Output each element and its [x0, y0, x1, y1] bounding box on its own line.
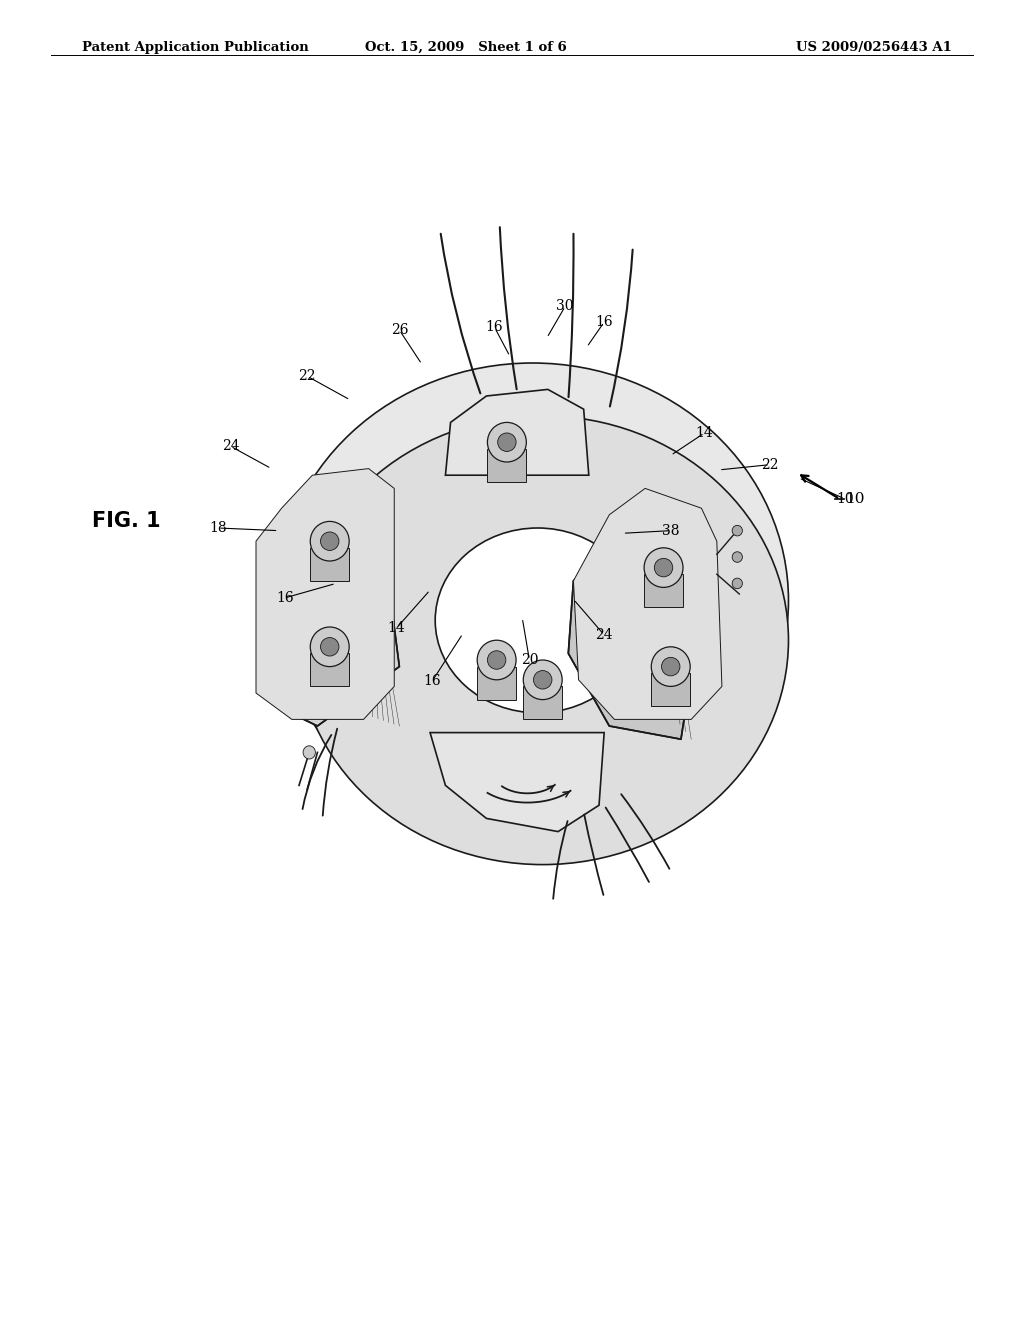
- Text: 16: 16: [423, 675, 441, 688]
- Text: 14: 14: [695, 426, 714, 440]
- Text: 16: 16: [595, 315, 613, 329]
- Ellipse shape: [276, 363, 788, 838]
- Polygon shape: [266, 475, 399, 726]
- Ellipse shape: [644, 548, 683, 587]
- FancyBboxPatch shape: [310, 653, 349, 686]
- Text: 20: 20: [520, 653, 539, 667]
- Ellipse shape: [487, 651, 506, 669]
- Ellipse shape: [487, 422, 526, 462]
- Ellipse shape: [297, 416, 788, 865]
- Text: 16: 16: [485, 321, 504, 334]
- Ellipse shape: [310, 627, 349, 667]
- Text: Oct. 15, 2009   Sheet 1 of 6: Oct. 15, 2009 Sheet 1 of 6: [365, 41, 567, 54]
- Ellipse shape: [732, 552, 742, 562]
- Ellipse shape: [523, 660, 562, 700]
- FancyBboxPatch shape: [477, 667, 516, 700]
- Text: US 2009/0256443 A1: US 2009/0256443 A1: [797, 41, 952, 54]
- Ellipse shape: [321, 532, 339, 550]
- Ellipse shape: [310, 521, 349, 561]
- Text: 14: 14: [387, 622, 406, 635]
- Ellipse shape: [651, 647, 690, 686]
- Ellipse shape: [732, 578, 742, 589]
- Polygon shape: [430, 733, 604, 832]
- Ellipse shape: [534, 671, 552, 689]
- Text: 10: 10: [845, 492, 864, 506]
- FancyBboxPatch shape: [310, 548, 349, 581]
- Polygon shape: [445, 389, 589, 475]
- Text: 24: 24: [595, 628, 613, 642]
- Text: 10: 10: [836, 492, 854, 506]
- Ellipse shape: [498, 433, 516, 451]
- Text: 18: 18: [209, 521, 227, 535]
- Ellipse shape: [435, 528, 640, 713]
- Ellipse shape: [303, 746, 315, 759]
- Text: 30: 30: [556, 300, 574, 313]
- Text: 22: 22: [761, 458, 779, 471]
- FancyBboxPatch shape: [644, 574, 683, 607]
- Ellipse shape: [654, 558, 673, 577]
- Polygon shape: [573, 488, 722, 719]
- Text: 22: 22: [298, 370, 316, 383]
- FancyBboxPatch shape: [523, 686, 562, 719]
- Text: 16: 16: [275, 591, 294, 605]
- Ellipse shape: [662, 657, 680, 676]
- Text: 24: 24: [221, 440, 240, 453]
- Text: 26: 26: [390, 323, 409, 337]
- FancyBboxPatch shape: [651, 673, 690, 706]
- Ellipse shape: [321, 638, 339, 656]
- Ellipse shape: [732, 525, 742, 536]
- Text: FIG. 1: FIG. 1: [92, 511, 161, 532]
- Polygon shape: [568, 541, 691, 739]
- Text: 38: 38: [662, 524, 680, 537]
- Text: Patent Application Publication: Patent Application Publication: [82, 41, 308, 54]
- Polygon shape: [256, 469, 394, 719]
- Ellipse shape: [477, 640, 516, 680]
- FancyBboxPatch shape: [487, 449, 526, 482]
